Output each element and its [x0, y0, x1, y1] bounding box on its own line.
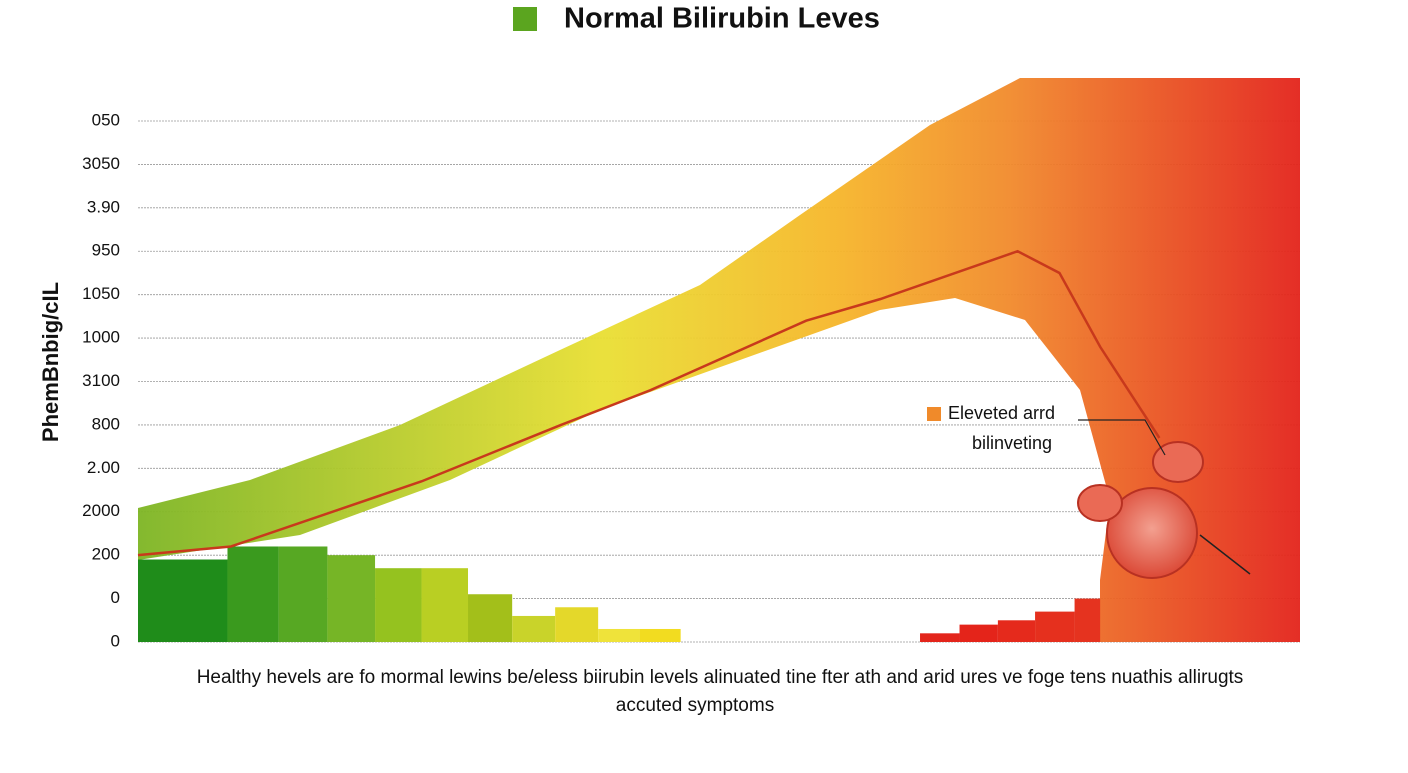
annotation-swatch — [927, 407, 941, 421]
annotation: bilinveting — [972, 433, 1052, 453]
bar — [421, 568, 469, 642]
y-tick-label: 950 — [92, 241, 120, 260]
y-axis-label: PhemBnbig/cIL — [38, 282, 63, 442]
chart-title: Normal Bilirubin Leves — [564, 3, 880, 35]
y-tick-label: 1000 — [82, 328, 120, 347]
bar — [598, 628, 640, 642]
bar — [920, 633, 960, 642]
y-tick-label: 2.00 — [87, 458, 120, 477]
bar — [278, 546, 328, 642]
bar — [1035, 611, 1075, 642]
bar — [512, 615, 556, 642]
y-tick-label: 1050 — [82, 284, 120, 303]
y-tick-label: 050 — [92, 110, 120, 129]
legend-swatch — [513, 7, 537, 31]
bar — [997, 620, 1036, 642]
trend-line — [137, 249, 1161, 557]
bar — [375, 568, 422, 642]
bar — [138, 559, 228, 642]
blob-illustration — [1077, 419, 1251, 579]
bar — [227, 546, 279, 642]
bar — [639, 628, 681, 642]
bar — [468, 594, 513, 642]
bar — [1074, 598, 1101, 642]
y-tick-label: 0 — [111, 631, 120, 650]
y-tick-label: 200 — [92, 545, 120, 564]
y-tick-label: 2000 — [82, 501, 120, 520]
bar — [959, 624, 998, 642]
y-tick-label: 3100 — [82, 371, 120, 390]
y-tick-label: 0 — [111, 588, 120, 607]
bar — [327, 555, 376, 642]
y-tick-label: 3.90 — [87, 197, 120, 216]
annotation: Eleveted arrd — [948, 403, 1055, 423]
bar — [555, 607, 599, 642]
y-tick-label: 800 — [92, 414, 120, 433]
caption: Healthy hevels are fo mormal lewins be/e… — [197, 667, 1244, 688]
caption: accuted symptoms — [616, 695, 774, 716]
y-tick-label: 3050 — [82, 154, 120, 173]
